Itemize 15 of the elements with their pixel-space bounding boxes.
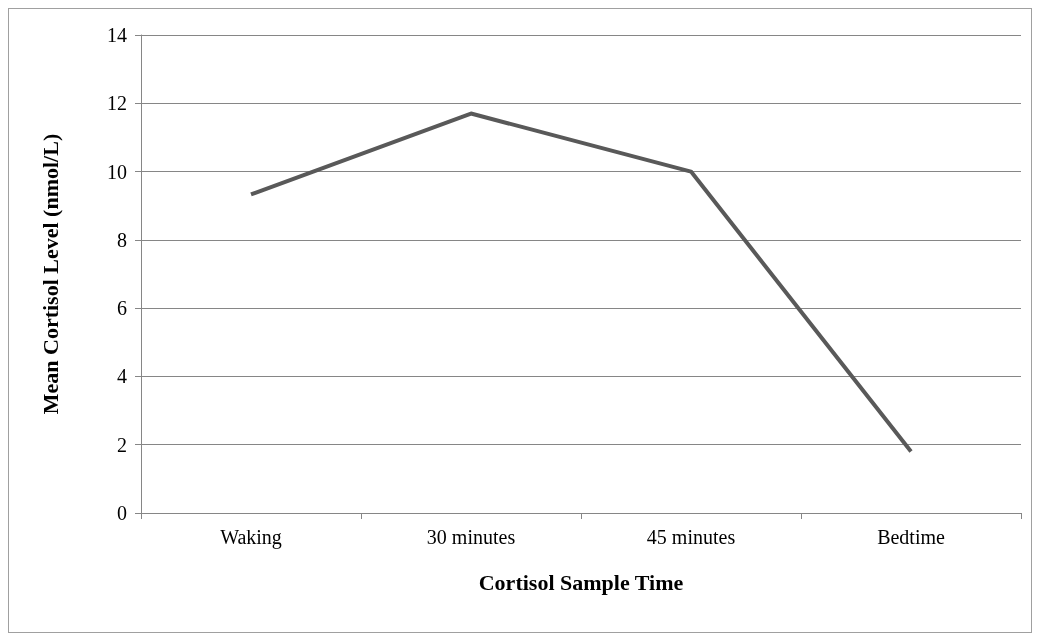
y-tick-label: 10 — [107, 160, 127, 183]
y-tick-label: 4 — [117, 365, 127, 388]
y-tick-label: 0 — [117, 502, 127, 524]
x-tick-label: 30 minutes — [426, 526, 516, 548]
y-tick-label: 2 — [117, 433, 127, 456]
y-tick-label: 8 — [117, 228, 127, 251]
line-series — [249, 111, 913, 454]
x-axis-title: Cortisol Sample Time — [478, 569, 684, 595]
y-tick-label: 12 — [107, 92, 127, 115]
x-tick-label: 45 minutes — [646, 526, 736, 548]
x-tick-label: Waking — [220, 526, 282, 549]
y-tick-label: 6 — [117, 297, 127, 320]
x-tick-label: Bedtime — [877, 526, 945, 548]
y-tick-label: 14 — [107, 24, 127, 46]
y-axis-title: Mean Cortisol Level (nmol/L) — [37, 133, 63, 415]
